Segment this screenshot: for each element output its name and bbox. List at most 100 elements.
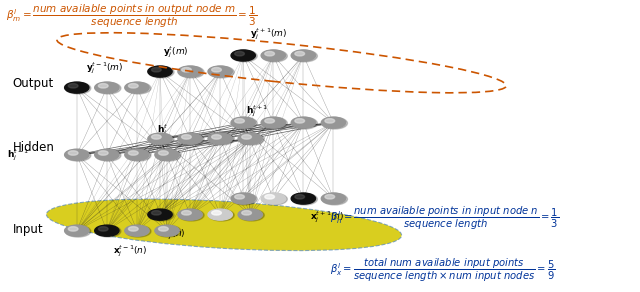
Text: $\mathbf{x}_j^{t}(n)$: $\mathbf{x}_j^{t}(n)$	[163, 227, 186, 242]
Circle shape	[152, 211, 161, 215]
Circle shape	[125, 150, 151, 161]
Circle shape	[159, 151, 168, 155]
Circle shape	[148, 133, 174, 145]
Circle shape	[231, 117, 255, 128]
Circle shape	[129, 151, 138, 155]
Circle shape	[148, 66, 172, 77]
Circle shape	[261, 193, 285, 204]
Text: $\mathbf{h}_j^{t}$: $\mathbf{h}_j^{t}$	[157, 122, 168, 138]
Circle shape	[295, 119, 305, 123]
Ellipse shape	[47, 199, 401, 251]
Circle shape	[68, 227, 78, 231]
Circle shape	[159, 227, 168, 231]
Text: $\mathbf{x}_j^{t+1}(n)$: $\mathbf{x}_j^{t+1}(n)$	[310, 210, 344, 225]
Text: Hidden: Hidden	[13, 141, 54, 154]
Circle shape	[242, 211, 252, 215]
Circle shape	[292, 193, 317, 205]
Circle shape	[209, 133, 234, 145]
Circle shape	[322, 117, 348, 129]
Circle shape	[291, 193, 316, 204]
Circle shape	[235, 194, 244, 199]
Circle shape	[65, 149, 89, 160]
Circle shape	[231, 193, 255, 204]
Circle shape	[265, 51, 275, 56]
Circle shape	[148, 209, 172, 220]
Circle shape	[208, 209, 232, 220]
Circle shape	[148, 209, 174, 221]
Circle shape	[178, 209, 202, 220]
Circle shape	[238, 133, 262, 144]
Circle shape	[291, 50, 316, 61]
Circle shape	[261, 117, 285, 128]
Circle shape	[179, 133, 204, 145]
Circle shape	[148, 133, 172, 144]
Circle shape	[65, 225, 89, 236]
Circle shape	[235, 51, 244, 56]
Circle shape	[155, 225, 179, 236]
Circle shape	[152, 67, 161, 72]
Circle shape	[95, 82, 119, 93]
Circle shape	[212, 67, 221, 72]
Circle shape	[295, 51, 305, 56]
Circle shape	[95, 225, 119, 236]
Circle shape	[156, 150, 181, 161]
Circle shape	[261, 50, 285, 61]
Circle shape	[212, 135, 221, 139]
Circle shape	[65, 82, 91, 94]
Circle shape	[65, 225, 91, 237]
Circle shape	[262, 117, 287, 129]
Text: $\mathbf{y}_j^{t}(m)$: $\mathbf{y}_j^{t}(m)$	[163, 44, 189, 60]
Text: $\mathbf{y}_j^{t-1}(m)$: $\mathbf{y}_j^{t-1}(m)$	[86, 60, 124, 76]
Circle shape	[212, 211, 221, 215]
Circle shape	[95, 149, 119, 160]
Circle shape	[178, 133, 202, 144]
Circle shape	[262, 193, 287, 205]
Text: $\beta_x^l = \dfrac{\mathit{total\ num\ available\ input\ points}}{\mathit{seque: $\beta_x^l = \dfrac{\mathit{total\ num\ …	[330, 257, 555, 284]
Circle shape	[182, 211, 191, 215]
Circle shape	[178, 66, 202, 77]
Circle shape	[242, 135, 252, 139]
Text: $\mathbf{h}_j^{t+1}$: $\mathbf{h}_j^{t+1}$	[246, 103, 269, 119]
Circle shape	[208, 66, 232, 77]
Text: $\beta_m^l = \dfrac{\mathit{num\ available\ points\ in\ output\ node\ }m}{\mathi: $\beta_m^l = \dfrac{\mathit{num\ availab…	[6, 3, 258, 30]
Circle shape	[291, 117, 316, 128]
Circle shape	[265, 194, 275, 199]
Circle shape	[65, 82, 89, 93]
Circle shape	[232, 50, 257, 62]
Circle shape	[232, 117, 257, 129]
Circle shape	[292, 50, 317, 62]
Circle shape	[322, 193, 348, 205]
Circle shape	[125, 149, 149, 160]
Circle shape	[235, 119, 244, 123]
Circle shape	[99, 84, 108, 88]
Circle shape	[232, 193, 257, 205]
Circle shape	[179, 66, 204, 78]
Text: $\mathbf{y}_j^{t+1}(m)$: $\mathbf{y}_j^{t+1}(m)$	[250, 27, 287, 42]
Text: $\beta_n^l = \dfrac{\mathit{num\ available\ points\ in\ input\ node\ }n}{\mathit: $\beta_n^l = \dfrac{\mathit{num\ availab…	[330, 204, 559, 232]
Circle shape	[129, 227, 138, 231]
Text: Output: Output	[13, 77, 54, 90]
Circle shape	[99, 227, 108, 231]
Circle shape	[295, 194, 305, 199]
Circle shape	[239, 133, 264, 145]
Circle shape	[292, 117, 317, 129]
Circle shape	[321, 117, 346, 128]
Circle shape	[209, 209, 234, 221]
Text: Input: Input	[13, 223, 44, 236]
Circle shape	[125, 82, 149, 93]
Circle shape	[68, 84, 78, 88]
Circle shape	[325, 119, 335, 123]
Circle shape	[239, 209, 264, 221]
Circle shape	[208, 133, 232, 144]
Circle shape	[321, 193, 346, 204]
Circle shape	[125, 82, 151, 94]
Text: $\mathbf{h}_j^{t-1}$: $\mathbf{h}_j^{t-1}$	[6, 147, 29, 163]
Circle shape	[95, 82, 121, 94]
Circle shape	[95, 150, 121, 161]
Circle shape	[182, 135, 191, 139]
Circle shape	[125, 225, 151, 237]
Circle shape	[231, 50, 255, 61]
Circle shape	[179, 209, 204, 221]
Circle shape	[182, 67, 191, 72]
Circle shape	[152, 135, 161, 139]
